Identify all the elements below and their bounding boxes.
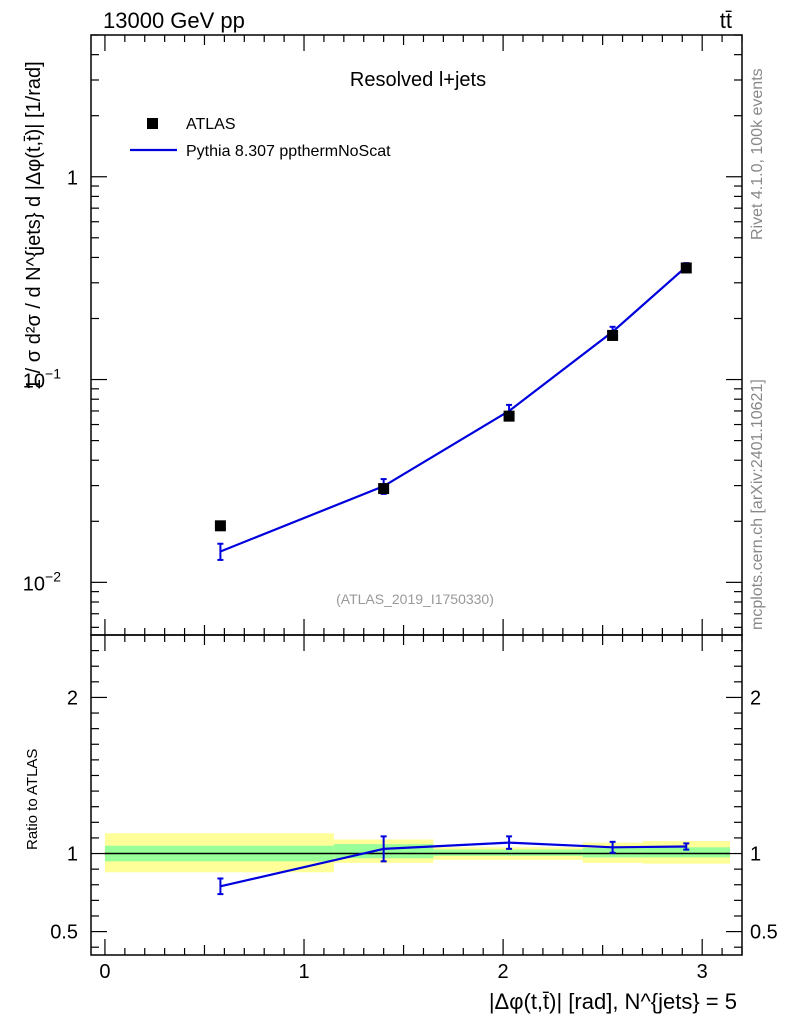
ratio-series-layer	[217, 835, 690, 896]
x-tick-label: 3	[697, 961, 708, 983]
ratio-y-tick-labels: 0.5 0.5 1 1 2 2	[50, 687, 778, 943]
main-panel: 10−2 10−1 1 Resolved l+jets (ATLAS_2019_I1…	[23, 34, 743, 636]
ratio-y-tick-label-right: 1	[750, 844, 761, 866]
main-y-tick-label: 1	[67, 168, 78, 190]
ratio-y-tick-label-left: 1	[67, 844, 78, 866]
atlas-data-point	[503, 410, 515, 422]
mcplots-label: mcplots.cern.ch [arXiv:2401.10621]	[749, 379, 766, 630]
process-label: tt̄	[720, 8, 732, 33]
ratio-plot-frame	[90, 634, 743, 956]
ratio-uncertainty-bands	[104, 833, 731, 873]
plot-title: Resolved l+jets	[350, 69, 486, 91]
atlas-data-point	[378, 483, 390, 495]
legend-atlas-marker	[147, 118, 158, 129]
stat-uncertainty-band	[642, 847, 731, 858]
atlas-data-point	[607, 329, 619, 341]
legend: ATLAS Pythia 8.307 ppthermNoScat	[130, 116, 391, 160]
x-tick-labels: 0 1 2 3	[99, 961, 707, 983]
legend-atlas-label: ATLAS	[186, 116, 236, 133]
x-tick-label: 1	[298, 961, 309, 983]
main-y-tick-labels: 10−2 10−1 1	[23, 168, 78, 596]
main-y-axis-label: 1 / σ d²σ / d N^{jets} d |Δφ(t,t̄)| [1/r…	[23, 61, 45, 390]
legend-pythia-label: Pythia 8.307 ppthermNoScat	[186, 143, 391, 160]
atlas-data-point	[680, 262, 692, 274]
main-axis-ticks	[91, 34, 743, 635]
x-tick-label: 0	[99, 961, 110, 983]
analysis-watermark: (ATLAS_2019_I1750330)	[336, 591, 494, 607]
x-axis-label: |Δφ(t,t̄)| [rad], N^{jets} = 5	[489, 989, 737, 1014]
ratio-y-axis-label: Ratio to ATLAS	[24, 749, 41, 850]
ratio-y-tick-label-right: 2	[750, 687, 761, 709]
rivet-label: Rivet 4.1.0, 100k events	[749, 68, 766, 240]
ratio-y-tick-label-left: 2	[67, 687, 78, 709]
energy-label: 13000 GeV pp	[103, 8, 245, 33]
ratio-y-tick-label-left: 0.5	[50, 922, 78, 944]
x-tick-label: 2	[498, 961, 509, 983]
main-series-layer	[214, 262, 692, 561]
pythia-curve	[219, 265, 687, 553]
ratio-y-tick-label-right: 0.5	[750, 922, 778, 944]
main-y-tick-label: 10−1	[23, 366, 61, 393]
ratio-panel: 0.5 0.5 1 1 2 2 0 1 2 3 Ratio to ATLAS |Δφ(t,t̄)…	[24, 634, 778, 1014]
atlas-data-point	[214, 520, 226, 532]
main-y-tick-label: 10−2	[23, 568, 61, 595]
stat-uncertainty-band	[433, 849, 583, 856]
ratio-axis-ticks	[91, 635, 743, 955]
